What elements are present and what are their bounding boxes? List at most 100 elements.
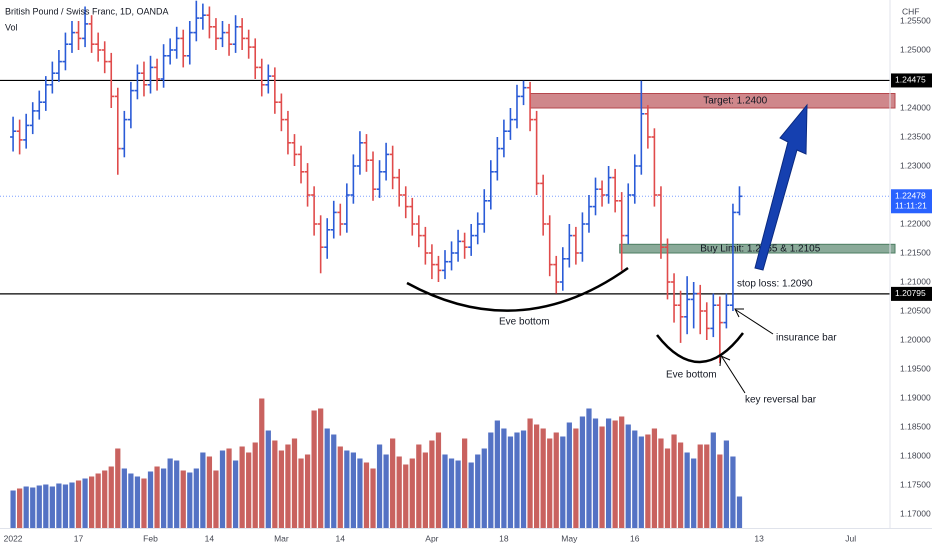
y-tick-label: 1.21000 xyxy=(900,276,931,286)
volume-bar xyxy=(226,448,232,529)
volume-bar xyxy=(259,398,265,529)
volume-pane xyxy=(10,398,743,529)
volume-bar xyxy=(710,432,716,529)
volume-bar xyxy=(363,462,370,529)
volume-bar xyxy=(736,496,743,529)
volume-bar xyxy=(664,448,671,529)
volume-bar xyxy=(462,438,468,529)
volume-bar xyxy=(717,454,723,529)
eve-bottom-curve xyxy=(406,266,629,312)
volume-bar xyxy=(658,438,664,529)
volume-bar xyxy=(128,473,134,529)
volume-bar xyxy=(331,434,337,529)
volume-bar xyxy=(69,482,75,529)
volume-bar xyxy=(246,452,252,529)
annotation: Eve bottom xyxy=(666,370,717,381)
volume-bar xyxy=(625,424,631,529)
volume-bar xyxy=(579,416,586,529)
volume-bar xyxy=(56,483,62,529)
volume-bar xyxy=(599,426,605,529)
volume-bar xyxy=(723,440,730,529)
y-tick-label: 1.19000 xyxy=(900,392,931,402)
volume-bar xyxy=(344,450,350,529)
volume-bar xyxy=(337,446,343,529)
y-tick-label: 1.24000 xyxy=(900,102,931,112)
x-tick-label: Apr xyxy=(425,533,438,543)
volume-bar xyxy=(239,446,245,529)
volume-bar xyxy=(108,466,114,529)
volume-bar xyxy=(357,458,363,529)
volume-bar xyxy=(468,462,474,529)
volume-bar xyxy=(36,485,42,529)
volume-bar xyxy=(376,444,383,529)
x-tick-label: 18 xyxy=(499,533,509,543)
volume-bar xyxy=(30,487,36,529)
volume-bar xyxy=(174,460,180,529)
volume-bar xyxy=(481,448,487,529)
annotation: stop loss: 1.2090 xyxy=(737,279,813,290)
volume-bar xyxy=(396,456,402,529)
volume-bar xyxy=(435,432,442,529)
volume-bar xyxy=(298,458,304,529)
volume-bar xyxy=(697,444,703,529)
volume-bar xyxy=(442,454,448,529)
y-tick-label: 1.17000 xyxy=(900,508,931,518)
volume-bar xyxy=(180,470,186,529)
pointer-head xyxy=(719,355,731,367)
volume-bar xyxy=(167,458,173,529)
volume-bar xyxy=(23,486,29,529)
price-tag xyxy=(891,73,932,88)
volume-bar xyxy=(691,458,697,529)
currency-label: CHF xyxy=(902,6,919,16)
volume-bar xyxy=(704,444,710,529)
volume-bar xyxy=(291,438,298,529)
volume-bar xyxy=(160,468,167,529)
volume-bar xyxy=(416,444,422,529)
price-tag-label: 1.24475 xyxy=(895,75,926,85)
price-tag xyxy=(891,189,932,214)
volume-bar xyxy=(671,434,677,529)
volume-bar xyxy=(501,428,507,529)
volume-bar xyxy=(154,466,160,529)
zone-label: Target: 1.2400 xyxy=(703,95,767,106)
volume-bar xyxy=(278,450,285,529)
volume-bar xyxy=(17,488,23,529)
volume-bar xyxy=(206,456,213,529)
volume-bar xyxy=(429,440,435,529)
x-tick-label: 17 xyxy=(74,533,84,543)
volume-bar xyxy=(95,473,101,529)
volume-bar xyxy=(488,432,494,529)
x-tick-label: Jul xyxy=(845,533,856,543)
volume-bar xyxy=(422,452,428,529)
volume-bar xyxy=(520,430,527,529)
volume-bar xyxy=(403,464,409,529)
y-tick-label: 1.22000 xyxy=(900,218,931,228)
price-bars xyxy=(10,0,743,364)
x-tick-label: 2022 xyxy=(4,533,23,543)
volume-bar xyxy=(475,454,481,529)
y-tick-label: 1.18000 xyxy=(900,450,931,460)
volume-bar xyxy=(645,434,651,529)
pointer-line xyxy=(735,309,774,335)
target-arrow xyxy=(754,103,808,271)
volume-bar xyxy=(350,452,356,529)
annotation: Eve bottom xyxy=(499,317,550,328)
countdown-label: 11:11:21 xyxy=(895,201,927,211)
volume-bar xyxy=(187,472,193,529)
x-tick-label: May xyxy=(561,533,578,543)
y-tick-label: 1.25000 xyxy=(900,44,931,54)
volume-bar xyxy=(318,408,324,529)
volume-bar xyxy=(102,470,108,529)
volume-bar xyxy=(592,418,599,529)
volume-bar xyxy=(566,422,572,529)
x-tick-label: 13 xyxy=(754,533,764,543)
volume-label: Vol xyxy=(5,22,18,32)
volume-bar xyxy=(75,480,82,529)
volume-bar xyxy=(285,444,291,529)
volume-bar xyxy=(252,442,258,529)
x-tick-label: Feb xyxy=(143,533,158,543)
volume-bar xyxy=(455,460,461,529)
volume-bar xyxy=(677,442,684,529)
volume-bar xyxy=(115,448,121,529)
